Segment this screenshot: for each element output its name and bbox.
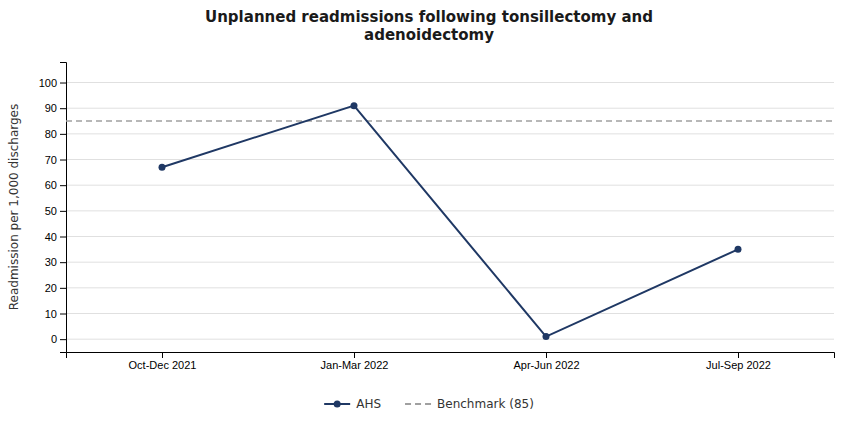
grid-line <box>66 287 834 288</box>
x-tick: Apr-Jun 2022 <box>513 352 579 371</box>
y-tick-mark <box>60 185 66 186</box>
y-tick-mark <box>60 339 66 340</box>
x-tick-mark <box>354 352 355 358</box>
y-tick: 90 <box>45 102 66 114</box>
x-tick-label: Jan-Mar 2022 <box>321 359 389 371</box>
y-axis-line <box>60 63 67 353</box>
point <box>543 333 550 340</box>
y-tick-label: 100 <box>39 77 57 89</box>
y-tick: 50 <box>45 205 66 217</box>
legend-label: Benchmark (85) <box>437 397 534 411</box>
y-tick: 30 <box>45 256 66 268</box>
y-tick-label: 30 <box>45 256 57 268</box>
chart: Unplanned readmissions following tonsill… <box>0 0 858 426</box>
y-tick: 40 <box>45 231 66 243</box>
x-tick-label: Jul-Sep 2022 <box>706 359 771 371</box>
grid-line <box>66 82 834 83</box>
reference-line <box>66 120 834 122</box>
x-tick: Oct-Dec 2021 <box>129 352 197 371</box>
plot-area: 0 10 20 30 40 50 60 70 80 90 100 Oct-Dec 2021 Jan-Ma… <box>39 63 835 371</box>
y-tick-mark <box>60 160 66 161</box>
y-tick-label: 90 <box>45 102 57 114</box>
y-tick-mark <box>60 314 66 315</box>
y-tick-mark <box>60 288 66 289</box>
legend-swatch <box>405 403 431 405</box>
x-tick-label: Oct-Dec 2021 <box>129 359 197 371</box>
y-axis: 0 10 20 30 40 50 60 70 80 90 100 <box>39 63 67 353</box>
y-tick: 70 <box>45 154 66 166</box>
y-tick-label: 0 <box>51 333 57 345</box>
y-tick-label: 40 <box>45 231 57 243</box>
y-tick: 100 <box>39 77 66 89</box>
grid-line <box>66 133 834 134</box>
y-tick-label: 10 <box>45 308 57 320</box>
y-tick-label: 80 <box>45 128 57 140</box>
y-tick-mark <box>60 237 66 238</box>
y-tick-label: 60 <box>45 179 57 191</box>
y-tick: 80 <box>45 128 66 140</box>
y-tick-label: 50 <box>45 205 57 217</box>
y-tick-label: 70 <box>45 154 57 166</box>
point <box>159 164 166 171</box>
y-tick: 10 <box>45 308 66 320</box>
x-tick-mark <box>738 352 739 358</box>
x-axis-line <box>67 353 835 359</box>
grid-line <box>66 159 834 160</box>
y-tick: 20 <box>45 282 66 294</box>
y-tick: 0 <box>51 333 66 345</box>
y-tick-mark <box>60 83 66 84</box>
grid-line <box>66 210 834 211</box>
marks <box>66 102 834 340</box>
y-tick-label: 20 <box>45 282 57 294</box>
y-tick-mark <box>60 211 66 212</box>
y-tick-mark <box>60 108 66 109</box>
grid-line <box>66 262 834 263</box>
grid-line <box>66 108 834 109</box>
y-tick: 60 <box>45 179 66 191</box>
y-tick-mark <box>60 134 66 135</box>
legend-marker <box>334 401 341 408</box>
point <box>351 102 358 109</box>
grid-line <box>66 339 834 340</box>
legend-item: AHS <box>324 397 381 411</box>
grid-line <box>66 185 834 186</box>
x-axis: Oct-Dec 2021 Jan-Mar 2022 Apr-Jun 2022 Jul-… <box>67 352 835 371</box>
x-tick-mark <box>162 352 163 358</box>
series-line <box>162 106 738 337</box>
y-axis-title: Readmission per 1,000 discharges <box>7 104 21 310</box>
x-tick-mark <box>546 352 547 358</box>
grid-line <box>66 236 834 237</box>
legend-item: Benchmark (85) <box>405 397 534 411</box>
x-tick: Jan-Mar 2022 <box>321 352 389 371</box>
title: Unplanned readmissions following tonsill… <box>205 8 653 44</box>
y-tick-mark <box>60 262 66 263</box>
grid-line <box>66 313 834 314</box>
grid <box>66 83 834 340</box>
legend-label: AHS <box>356 397 381 411</box>
point <box>735 246 742 253</box>
x-tick-label: Apr-Jun 2022 <box>513 359 579 371</box>
x-tick: Jul-Sep 2022 <box>706 352 771 371</box>
legend: AHS Benchmark (85) <box>324 397 534 411</box>
